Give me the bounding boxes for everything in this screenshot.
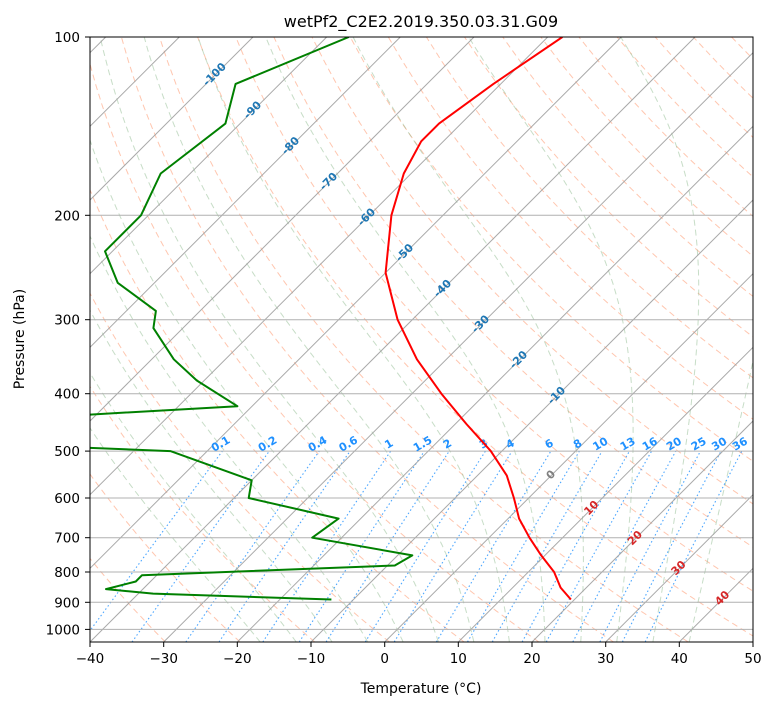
isotherm-line	[90, 37, 622, 570]
mixing-ratio-line	[393, 450, 513, 642]
moist-adiabat	[620, 37, 700, 642]
x-tick-label: −30	[149, 651, 178, 667]
moist-adiabat	[90, 371, 297, 642]
isotherm-line	[163, 51, 753, 642]
isotherm-line	[90, 37, 475, 422]
y-tick-label: 800	[54, 565, 80, 581]
plot-frame	[89, 36, 754, 643]
dewpoint-profile-line	[90, 37, 414, 601]
y-tick-label: 300	[54, 313, 80, 329]
dry-adiabat	[159, 37, 689, 642]
x-tick-label: 10	[450, 651, 467, 667]
dry-adiabat	[387, 37, 753, 420]
x-tick-label: −20	[223, 651, 252, 667]
y-tick-label: 400	[54, 387, 80, 403]
moist-adiabat	[197, 37, 510, 642]
mixing-ratio-line	[218, 450, 351, 642]
isotherm-line	[457, 346, 753, 642]
x-tick-label: 20	[523, 651, 540, 667]
isotherm-line	[384, 272, 753, 642]
mixing-ratio-line	[90, 450, 223, 632]
isotherm-line	[90, 37, 401, 349]
y-tick-label: 200	[54, 208, 80, 224]
dry-adiabat	[502, 37, 753, 298]
mixing-ratio-line	[262, 450, 392, 642]
y-tick-label: 500	[54, 444, 80, 460]
moist-adiabat	[99, 37, 439, 642]
moist-adiabat	[90, 234, 369, 642]
mixing-ratio-line	[644, 450, 743, 642]
moist-adiabat	[688, 358, 753, 642]
x-tick-label: 30	[597, 651, 614, 667]
moist-adiabat	[90, 309, 333, 642]
mixing-ratio-line	[325, 450, 450, 642]
y-tick-label: 700	[54, 531, 80, 547]
dry-adiabat	[235, 37, 753, 592]
x-tick-label: 40	[671, 651, 688, 667]
dry-adiabat	[90, 62, 540, 642]
y-tick-label: 100	[54, 30, 80, 46]
y-tick-label: 1000	[46, 622, 80, 638]
x-tick-label: −10	[297, 651, 326, 667]
mixing-ratio-line	[521, 450, 630, 642]
dry-adiabat	[425, 37, 753, 379]
x-tick-label: −40	[76, 651, 105, 667]
mixing-ratio-line	[572, 450, 677, 642]
chart-title: wetPf2_C2E2.2019.350.03.31.G09	[284, 12, 558, 32]
mixing-ratio-line	[131, 450, 270, 642]
isotherm-line	[236, 125, 753, 642]
x-axis-title: Temperature (°C)	[360, 681, 482, 697]
dry-adiabat	[311, 37, 753, 505]
moist-adiabat	[90, 427, 261, 642]
dry-adiabat	[349, 37, 753, 462]
moist-adiabat	[352, 37, 584, 642]
series-layer	[90, 37, 572, 601]
dry-adiabat	[90, 188, 465, 642]
isotherm-line	[310, 199, 753, 642]
moist-adiabat	[90, 138, 404, 642]
moist-adiabat	[143, 37, 475, 642]
dry-adiabat	[120, 37, 614, 642]
dry-adiabat	[464, 37, 753, 338]
temperature-profile-line	[384, 37, 572, 601]
mixing-ratio-line	[185, 450, 320, 642]
moist-adiabat	[265, 37, 546, 642]
y-axis-title: Pressure (hPa)	[12, 289, 28, 389]
isotherm-line	[90, 37, 254, 201]
y-axis: 100 200 300 400 500 600 700 800 900 1000	[46, 30, 90, 638]
mixing-ratio-line	[545, 450, 653, 642]
mixing-ratio-line	[298, 450, 425, 642]
isotherm-line	[90, 37, 328, 275]
isotherm-line	[90, 37, 696, 642]
isotherm-line	[605, 493, 753, 642]
dry-adiabat	[90, 385, 316, 642]
x-axis: −40 −30 −20 −10 0 10 20 30 40 50	[76, 642, 762, 667]
grid-layer	[90, 37, 753, 642]
dry-adiabat	[90, 473, 241, 642]
dry-adiabat	[90, 292, 390, 642]
isotherm-line	[531, 420, 753, 642]
y-tick-label: 900	[54, 595, 80, 611]
isotherm-line	[90, 37, 549, 496]
dry-adiabat	[273, 37, 753, 548]
y-tick-label: 600	[54, 491, 80, 507]
x-tick-label: 0	[380, 651, 389, 667]
x-tick-label: 50	[744, 651, 761, 667]
